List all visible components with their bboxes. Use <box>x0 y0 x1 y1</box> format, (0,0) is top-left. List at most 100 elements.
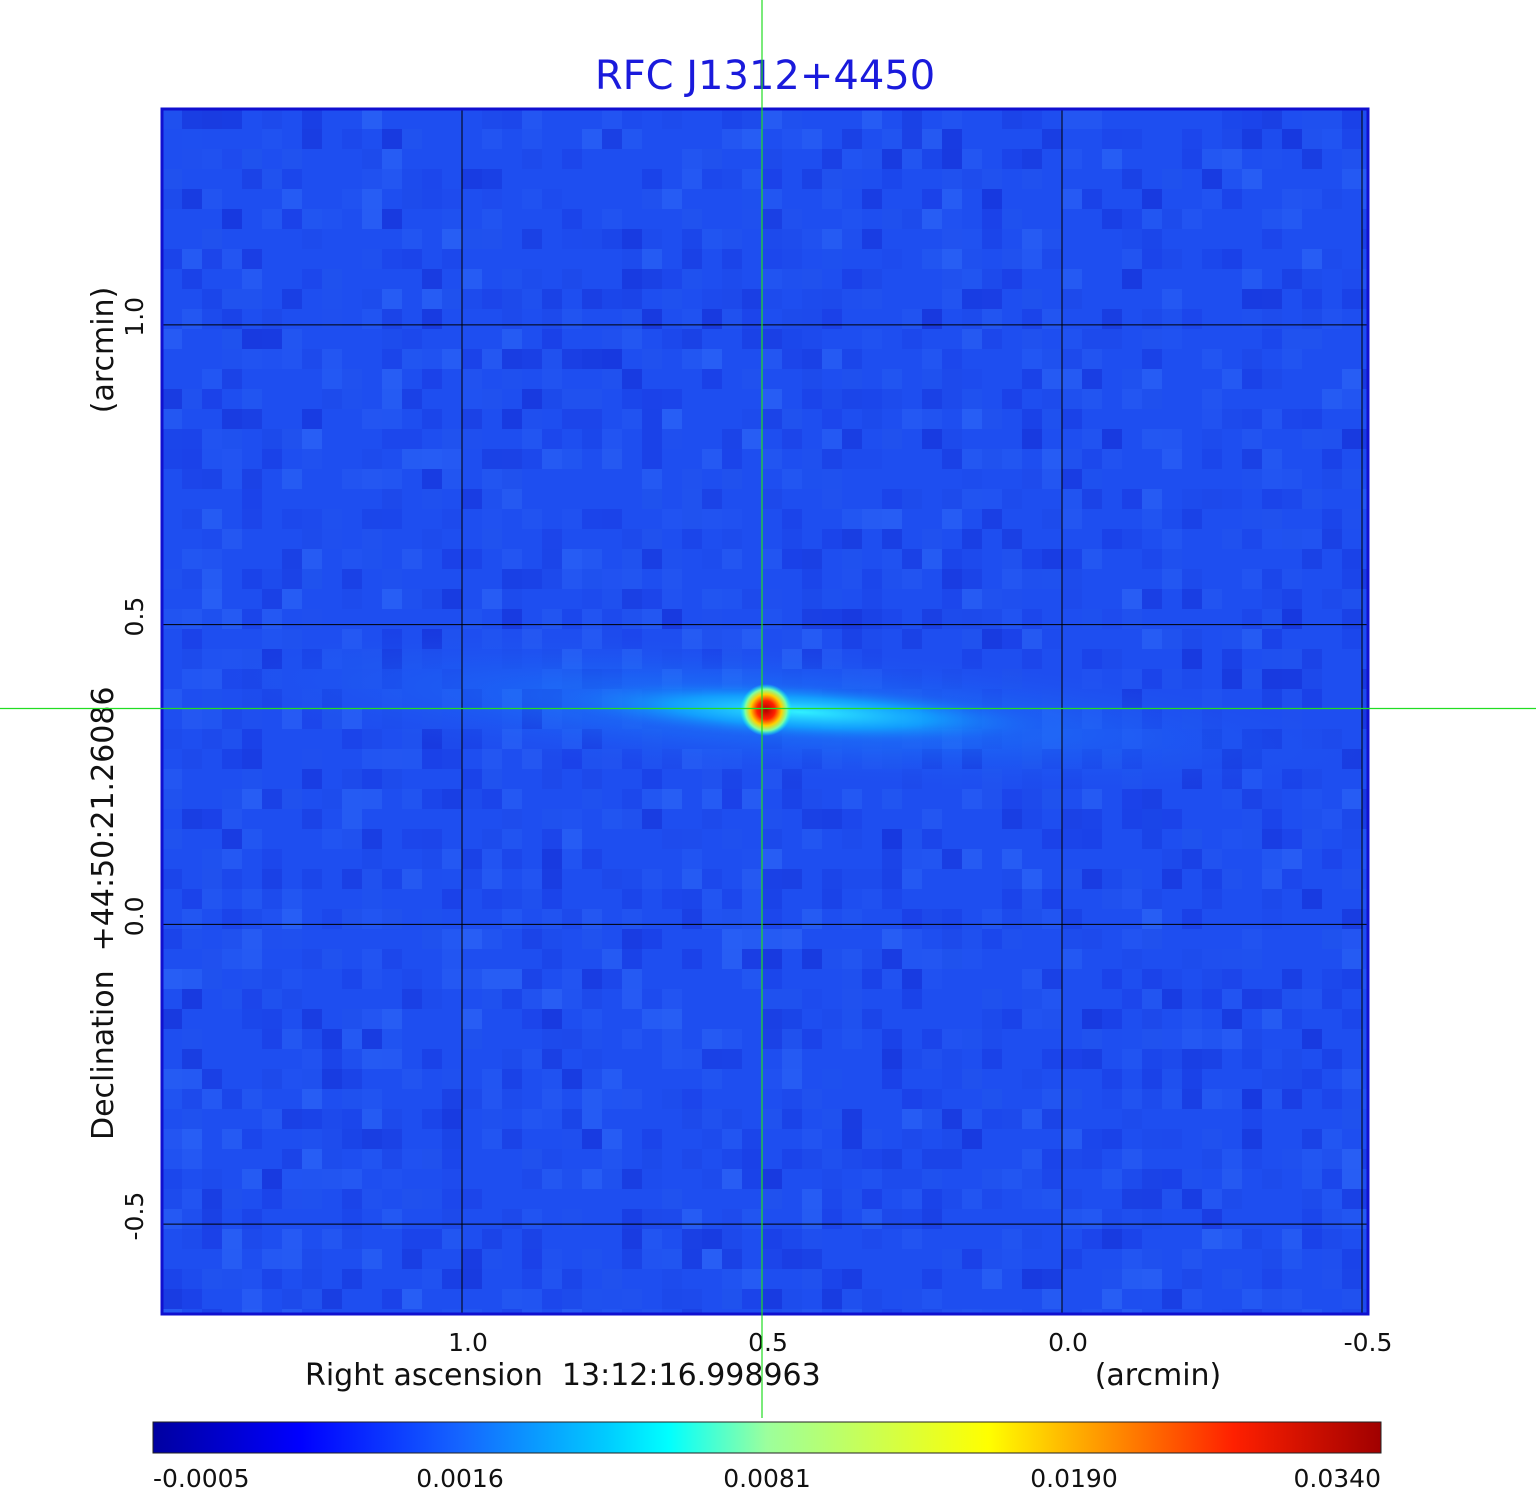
noise-cell <box>1102 1229 1122 1249</box>
noise-cell <box>1202 969 1222 989</box>
noise-cell <box>1162 549 1182 569</box>
noise-cell <box>342 1209 362 1229</box>
noise-cell <box>762 209 782 229</box>
noise-cell <box>762 589 782 609</box>
noise-cell <box>1022 369 1042 389</box>
noise-cell <box>402 349 422 369</box>
noise-cell <box>202 469 222 489</box>
noise-cell <box>562 349 582 369</box>
noise-cell <box>582 1069 602 1089</box>
noise-cell <box>622 549 642 569</box>
noise-cell <box>962 409 982 429</box>
noise-cell <box>842 1189 862 1209</box>
noise-cell <box>382 569 402 589</box>
x-axis-label: Right ascension 13:12:16.998963 <box>305 1358 821 1393</box>
noise-cell <box>742 289 762 309</box>
noise-cell <box>682 229 702 249</box>
noise-cell <box>502 1289 522 1309</box>
noise-cell <box>982 189 1002 209</box>
noise-cell <box>1242 1049 1262 1069</box>
noise-cell <box>302 949 322 969</box>
noise-cell <box>702 1109 722 1129</box>
noise-cell <box>1242 169 1262 189</box>
noise-cell <box>882 1049 902 1069</box>
noise-cell <box>702 1229 722 1249</box>
noise-cell <box>762 889 782 909</box>
noise-cell <box>1142 209 1162 229</box>
noise-cell <box>202 1269 222 1289</box>
noise-cell <box>1002 809 1022 829</box>
noise-cell <box>1102 1069 1122 1089</box>
noise-cell <box>1082 1149 1102 1169</box>
noise-cell <box>362 1129 382 1149</box>
noise-cell <box>1342 169 1362 189</box>
noise-cell <box>782 349 802 369</box>
noise-cell <box>222 949 242 969</box>
noise-cell <box>562 1169 582 1189</box>
noise-cell <box>202 309 222 329</box>
noise-cell <box>902 1289 922 1309</box>
noise-cell <box>922 429 942 449</box>
noise-cell <box>882 169 902 189</box>
noise-cell <box>622 109 642 129</box>
noise-cell <box>502 349 522 369</box>
noise-cell <box>582 969 602 989</box>
noise-cell <box>322 269 342 289</box>
noise-cell <box>1262 829 1282 849</box>
noise-cell <box>362 1109 382 1129</box>
noise-cell <box>602 1169 622 1189</box>
noise-cell <box>742 949 762 969</box>
noise-cell <box>1242 989 1262 1009</box>
noise-cell <box>342 1229 362 1249</box>
noise-cell <box>462 1009 482 1029</box>
noise-cell <box>522 1109 542 1129</box>
noise-cell <box>1102 149 1122 169</box>
noise-cell <box>282 1189 302 1209</box>
noise-cell <box>1242 109 1262 129</box>
noise-cell <box>442 1069 462 1089</box>
noise-cell <box>202 189 222 209</box>
noise-cell <box>622 889 642 909</box>
noise-cell <box>762 489 782 509</box>
noise-cell <box>882 1029 902 1049</box>
noise-cell <box>582 409 602 429</box>
noise-cell <box>1042 549 1062 569</box>
noise-cell <box>302 1029 322 1049</box>
noise-cell <box>882 389 902 409</box>
noise-cell <box>822 1289 842 1309</box>
noise-cell <box>442 469 462 489</box>
noise-cell <box>1342 549 1362 569</box>
noise-cell <box>502 909 522 929</box>
noise-cell <box>282 1249 302 1269</box>
noise-cell <box>802 389 822 409</box>
noise-cell <box>1062 1189 1082 1209</box>
noise-cell <box>682 1089 702 1109</box>
noise-cell <box>302 549 322 569</box>
noise-cell <box>1142 829 1162 849</box>
noise-cell <box>322 949 342 969</box>
noise-cell <box>882 149 902 169</box>
noise-cell <box>1062 349 1082 369</box>
noise-cell <box>222 349 242 369</box>
noise-cell <box>822 1169 842 1189</box>
noise-cell <box>1002 589 1022 609</box>
noise-cell <box>602 1069 622 1089</box>
noise-cell <box>482 189 502 209</box>
noise-cell <box>1022 169 1042 189</box>
noise-cell <box>542 989 562 1009</box>
noise-cell <box>962 789 982 809</box>
noise-cell <box>1242 929 1262 949</box>
noise-cell <box>1322 969 1342 989</box>
noise-cell <box>442 1109 462 1129</box>
noise-cell <box>222 469 242 489</box>
noise-cell <box>622 309 642 329</box>
noise-cell <box>1002 269 1022 289</box>
noise-cell <box>502 569 522 589</box>
noise-cell <box>342 769 362 789</box>
noise-cell <box>1242 1089 1262 1109</box>
noise-cell <box>762 229 782 249</box>
noise-cell <box>922 1269 942 1289</box>
noise-cell <box>422 269 442 289</box>
noise-cell <box>742 1209 762 1229</box>
noise-cell <box>1362 969 1368 989</box>
